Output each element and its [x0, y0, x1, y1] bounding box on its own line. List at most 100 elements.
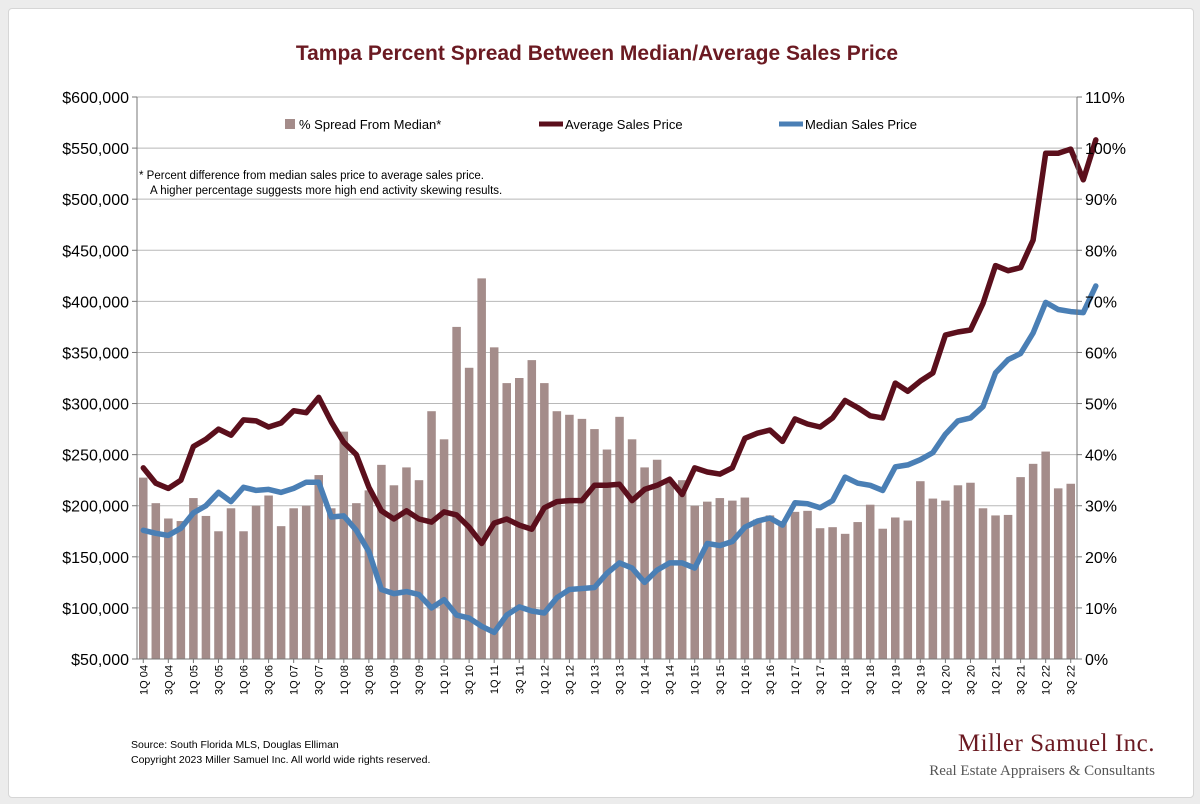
spread-bar	[327, 508, 336, 659]
spread-bar	[189, 498, 198, 659]
spread-bar	[201, 515, 211, 659]
spread-bar	[402, 467, 411, 659]
spread-bar	[414, 480, 424, 659]
spread-bar	[477, 278, 486, 659]
left-axis-ticks: $50,000 $100,000 $150,000 $200,000 $250,000 $…	[62, 90, 137, 669]
spread-bar	[602, 449, 612, 659]
x-tick-label: 1Q 21	[991, 665, 1003, 695]
x-tick-label: 1Q 07	[289, 665, 301, 695]
x-tick-label: 1Q 22	[1041, 665, 1053, 695]
right-tick-label: 60%	[1085, 345, 1117, 362]
brand-logo: Miller Samuel Inc. Real Estate Appraiser…	[929, 730, 1155, 779]
copyright-text: Copyright 2023 Miller Samuel Inc. All wo…	[131, 754, 430, 766]
legend-swatch-spread	[285, 119, 295, 129]
spread-bar	[139, 477, 148, 659]
left-tick-label: $200,000	[62, 499, 129, 516]
x-tick-label: 3Q 04	[163, 665, 175, 695]
footer: Source: South Florida MLS, Douglas Ellim…	[131, 739, 430, 766]
spread-bar	[439, 439, 449, 659]
brand-name: Miller Samuel Inc.	[958, 730, 1155, 757]
spread-bar	[1016, 477, 1025, 659]
x-tick-label: 1Q 06	[239, 665, 251, 695]
x-tick-label: 3Q 18	[865, 665, 877, 695]
x-tick-label: 1Q 17	[790, 665, 802, 695]
x-tick-label: 1Q 18	[840, 665, 852, 695]
x-tick-label: 3Q 20	[966, 665, 978, 695]
x-tick-label: 3Q 08	[364, 665, 376, 695]
x-tick-label: 1Q 08	[339, 665, 351, 695]
left-tick-label: $250,000	[62, 448, 129, 465]
x-tick-label: 1Q 16	[740, 665, 752, 695]
legend: % Spread From Median* Average Sales Pric…	[285, 117, 917, 132]
x-tick-label: 3Q 07	[314, 665, 326, 695]
right-tick-label: 70%	[1085, 294, 1117, 311]
spread-bar	[489, 347, 499, 659]
x-tick-label: 1Q 09	[389, 665, 401, 695]
spread-bar	[840, 533, 850, 659]
left-tick-label: $400,000	[62, 294, 129, 311]
spread-bar	[1041, 451, 1050, 659]
spread-bar	[865, 504, 875, 659]
x-tick-label: 3Q 06	[264, 665, 276, 695]
spread-bar	[878, 528, 887, 659]
x-tick-label: 3Q 09	[414, 665, 426, 695]
spread-bar	[176, 521, 186, 659]
spread-bar	[540, 383, 549, 659]
spread-bar	[452, 326, 461, 659]
right-tick-label: 50%	[1085, 397, 1117, 414]
spread-bar	[264, 495, 273, 659]
x-tick-label: 3Q 16	[765, 665, 777, 695]
spread-bar	[778, 521, 787, 659]
spread-bar	[527, 360, 537, 659]
x-tick-label: 1Q 05	[188, 665, 200, 695]
spread-bar	[552, 411, 562, 659]
spread-bar	[577, 418, 587, 659]
spread-bar	[239, 531, 248, 659]
spread-bar	[352, 503, 361, 659]
legend-label-average: Average Sales Price	[565, 117, 683, 132]
x-tick-label: 1Q 12	[539, 665, 551, 695]
spread-bar	[301, 505, 311, 659]
x-tick-label: 3Q 12	[564, 665, 576, 695]
left-tick-label: $450,000	[62, 243, 129, 260]
footnote: * Percent difference from median sales p…	[139, 170, 502, 197]
spread-bar	[377, 464, 386, 659]
right-tick-label: 40%	[1085, 448, 1117, 465]
right-tick-label: 100%	[1085, 141, 1126, 158]
source-text: Source: South Florida MLS, Douglas Ellim…	[131, 739, 339, 751]
spread-bar	[715, 498, 725, 659]
spread-bar	[652, 459, 662, 659]
x-tick-label: 3Q 22	[1066, 665, 1078, 695]
spread-bar	[427, 411, 436, 659]
right-axis-ticks: 0% 10% 20% 30% 40% 50% 60% 70% 80% 90% 100% 110%	[1077, 90, 1126, 669]
left-tick-label: $300,000	[62, 397, 129, 414]
chart-canvas: Tampa Percent Spread Between Median/Aver…	[62, 42, 1155, 779]
x-tick-label: 1Q 11	[489, 665, 501, 694]
spread-bar	[953, 485, 963, 659]
spread-bar	[740, 497, 750, 659]
spread-bar	[339, 431, 349, 659]
left-tick-label: $50,000	[71, 652, 129, 669]
x-tick-label: 1Q 10	[439, 665, 451, 695]
spread-bar	[703, 501, 712, 659]
spread-bar	[928, 498, 938, 659]
spread-bar	[226, 508, 236, 659]
footnote-line-2: A higher percentage suggests more high e…	[150, 185, 502, 197]
spread-bar	[389, 485, 399, 659]
spread-bar	[815, 528, 825, 659]
spread-bar	[1003, 514, 1013, 659]
spread-bar	[627, 439, 637, 659]
right-tick-label: 30%	[1085, 499, 1117, 516]
price-lines	[140, 137, 1099, 636]
x-tick-label: 3Q 15	[715, 665, 727, 695]
spread-bar	[941, 500, 950, 659]
spread-bar	[276, 526, 286, 659]
spread-bar	[1028, 463, 1038, 659]
spread-bar	[565, 414, 574, 659]
spread-bar	[690, 505, 699, 659]
left-tick-label: $350,000	[62, 345, 129, 362]
x-tick-label: 3Q 13	[615, 665, 627, 695]
x-tick-label: 3Q 05	[214, 665, 226, 695]
x-tick-label: 1Q 14	[640, 665, 652, 695]
x-tick-label: 1Q 15	[690, 665, 702, 695]
